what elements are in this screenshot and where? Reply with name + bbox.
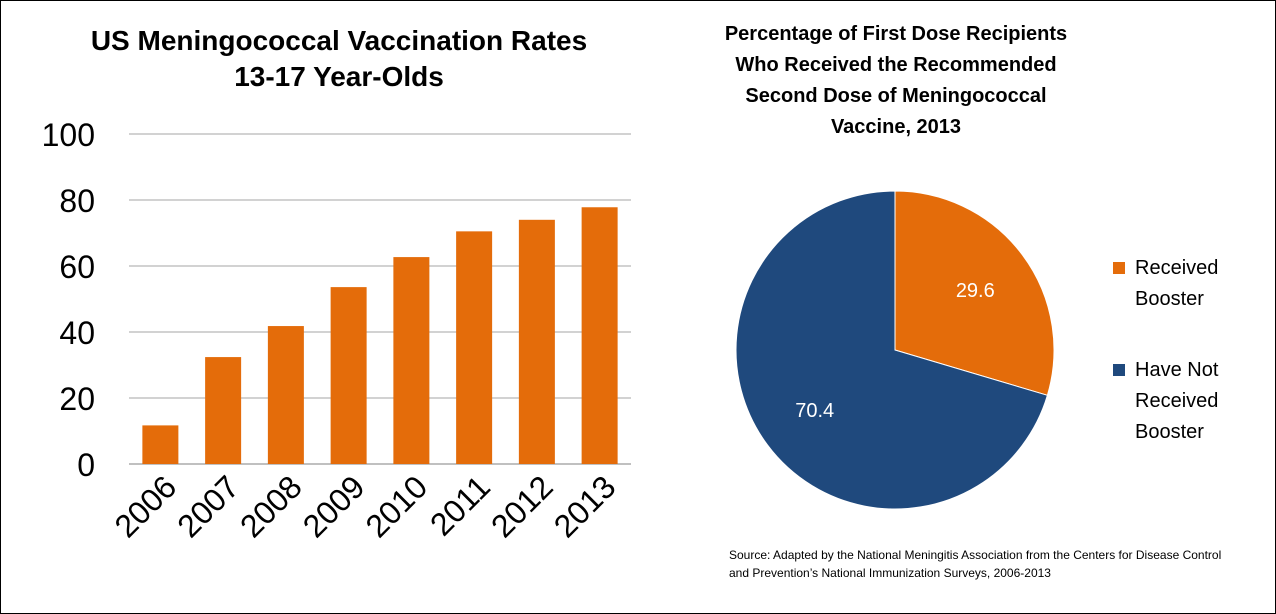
- y-tick-label: 40: [59, 315, 95, 351]
- bar-chart-title: US Meningococcal Vaccination Rates 13-17…: [90, 25, 588, 92]
- pie-data-label: 70.4: [795, 400, 834, 422]
- bar-2011: [456, 231, 493, 464]
- legend-item-received-booster: Received Booster: [1113, 253, 1245, 315]
- bar-2006: [142, 425, 179, 464]
- bar-2008: [267, 326, 304, 464]
- source-note: Source: Adapted by the National Meningit…: [729, 548, 1222, 580]
- legend-label-not-received-booster: Have Not Received Booster: [1135, 359, 1219, 443]
- legend-swatch-received-booster: [1113, 262, 1125, 274]
- y-tick-label: 20: [59, 381, 95, 417]
- bar-2012: [518, 219, 555, 464]
- bar-2007: [205, 357, 242, 464]
- pie-chart-title: Percentage of First Dose Recipients Who …: [724, 23, 1068, 138]
- y-tick-label: 100: [42, 117, 95, 153]
- bar-2009: [330, 287, 367, 464]
- y-tick-label: 80: [59, 183, 95, 219]
- pie-slice-received-booster: [894, 190, 1055, 396]
- legend-item-not-received-booster: Have Not Received Booster: [1113, 355, 1245, 448]
- legend-swatch-not-received-booster: [1113, 364, 1125, 376]
- pie-data-label: 29.6: [956, 280, 995, 302]
- legend-label-received-booster: Received Booster: [1135, 257, 1219, 310]
- bar-2013: [581, 207, 618, 464]
- bar-2010: [393, 257, 430, 464]
- y-tick-label: 60: [59, 249, 95, 285]
- y-tick-label: 0: [77, 447, 95, 483]
- pie-slice-not-received-booster: [735, 190, 1049, 510]
